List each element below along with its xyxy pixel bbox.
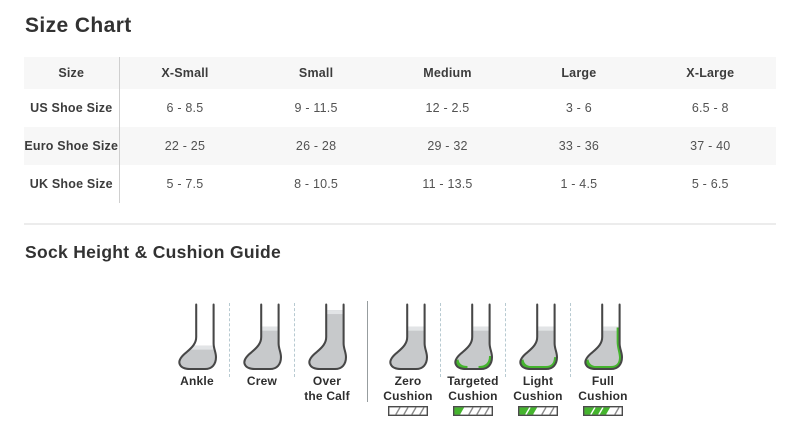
- size-cell: 9 - 11.5: [294, 101, 338, 115]
- guide-title: Sock Height & Cushion Guide: [25, 242, 282, 262]
- size-cell: 3 - 6: [565, 101, 592, 115]
- column-header-size: Size: [24, 57, 120, 89]
- sock-height-item: Ankle: [168, 303, 226, 389]
- size-cell: 12 - 2.5: [425, 101, 470, 115]
- row-label: UK Shoe Size: [24, 165, 120, 203]
- cushion-label: Full Cushion: [578, 374, 628, 403]
- size-cell: 6.5 - 8: [691, 101, 729, 115]
- cushion-item: Light Cushion: [509, 303, 567, 417]
- guide-group-divider: [367, 301, 368, 402]
- cushion-level-bar: [518, 406, 558, 417]
- section-divider: [24, 223, 776, 225]
- cushion-item-divider: [440, 303, 441, 377]
- size-cell: 1 - 4.5: [560, 177, 598, 191]
- size-chart-header-row: Size X-Small Small Medium Large X-Large: [24, 57, 776, 89]
- size-chart-table: Size X-Small Small Medium Large X-Large US Sh…: [24, 57, 776, 203]
- column-header: Medium: [423, 66, 472, 80]
- sock-height-item: Over the Calf: [298, 303, 356, 403]
- row-label: Euro Shoe Size: [24, 127, 120, 165]
- size-cell: 11 - 13.5: [422, 177, 473, 191]
- size-cell: 37 - 40: [690, 139, 731, 153]
- cushion-item: Full Cushion: [574, 303, 632, 417]
- page-title: Size Chart: [25, 14, 132, 37]
- cushion-item: Zero Cushion: [379, 303, 437, 417]
- column-header: Large: [561, 66, 597, 80]
- height-item-divider: [229, 303, 230, 377]
- cushion-item-divider: [570, 303, 571, 377]
- sock-height-label: Ankle: [180, 374, 214, 388]
- column-header: X-Small: [161, 66, 209, 80]
- cushion-item-divider: [505, 303, 506, 377]
- size-cell: 26 - 28: [295, 139, 337, 153]
- sock-height-group: Ankle Crew Over the Calf: [167, 303, 357, 403]
- cushion-label: Targeted Cushion: [447, 374, 499, 403]
- cushion-level-bar: [583, 406, 623, 417]
- over-the-calf-sock-icon: [308, 303, 348, 371]
- height-item-divider: [294, 303, 295, 377]
- size-cell: 33 - 36: [558, 139, 600, 153]
- size-cell: 5 - 6.5: [691, 177, 729, 191]
- size-cell: 29 - 32: [427, 139, 468, 153]
- table-row: US Shoe Size 6 - 8.5 9 - 11.5 12 - 2.5 3 - 6…: [24, 89, 776, 127]
- size-cell: 5 - 7.5: [166, 177, 204, 191]
- size-cell: 22 - 25: [164, 139, 206, 153]
- sock-height-label: Over the Calf: [304, 374, 350, 403]
- cushion-item: Targeted Cushion: [444, 303, 502, 417]
- crew-sock-icon: [243, 303, 283, 371]
- cushion-group: Zero Cushion Targeted Cushion Light Cushio…: [378, 303, 633, 417]
- table-row: UK Shoe Size 5 - 7.5 8 - 10.5 11 - 13.5 1 - …: [24, 165, 776, 203]
- size-cell: 6 - 8.5: [166, 101, 204, 115]
- cushion-label: Zero Cushion: [383, 374, 433, 403]
- column-header: X-Large: [686, 66, 735, 80]
- table-row: Euro Shoe Size 22 - 25 26 - 28 29 - 32 33 - …: [24, 127, 776, 165]
- ankle-sock-icon: [178, 303, 218, 371]
- cushion-label: Light Cushion: [513, 374, 563, 403]
- cushion-level-bar: [388, 406, 428, 417]
- zero-cushion-sock-icon: [389, 303, 429, 371]
- column-header: Small: [298, 66, 334, 80]
- size-cell: 8 - 10.5: [294, 177, 339, 191]
- targeted-cushion-sock-icon: [454, 303, 494, 371]
- row-label: US Shoe Size: [24, 89, 120, 127]
- sock-height-item: Crew: [233, 303, 291, 389]
- cushion-level-bar: [453, 406, 493, 417]
- light-cushion-sock-icon: [519, 303, 559, 371]
- sock-guide-row: Ankle Crew Over the Calf Zero Cushion Targe…: [0, 301, 800, 417]
- full-cushion-sock-icon: [584, 303, 624, 371]
- sock-height-label: Crew: [246, 374, 278, 388]
